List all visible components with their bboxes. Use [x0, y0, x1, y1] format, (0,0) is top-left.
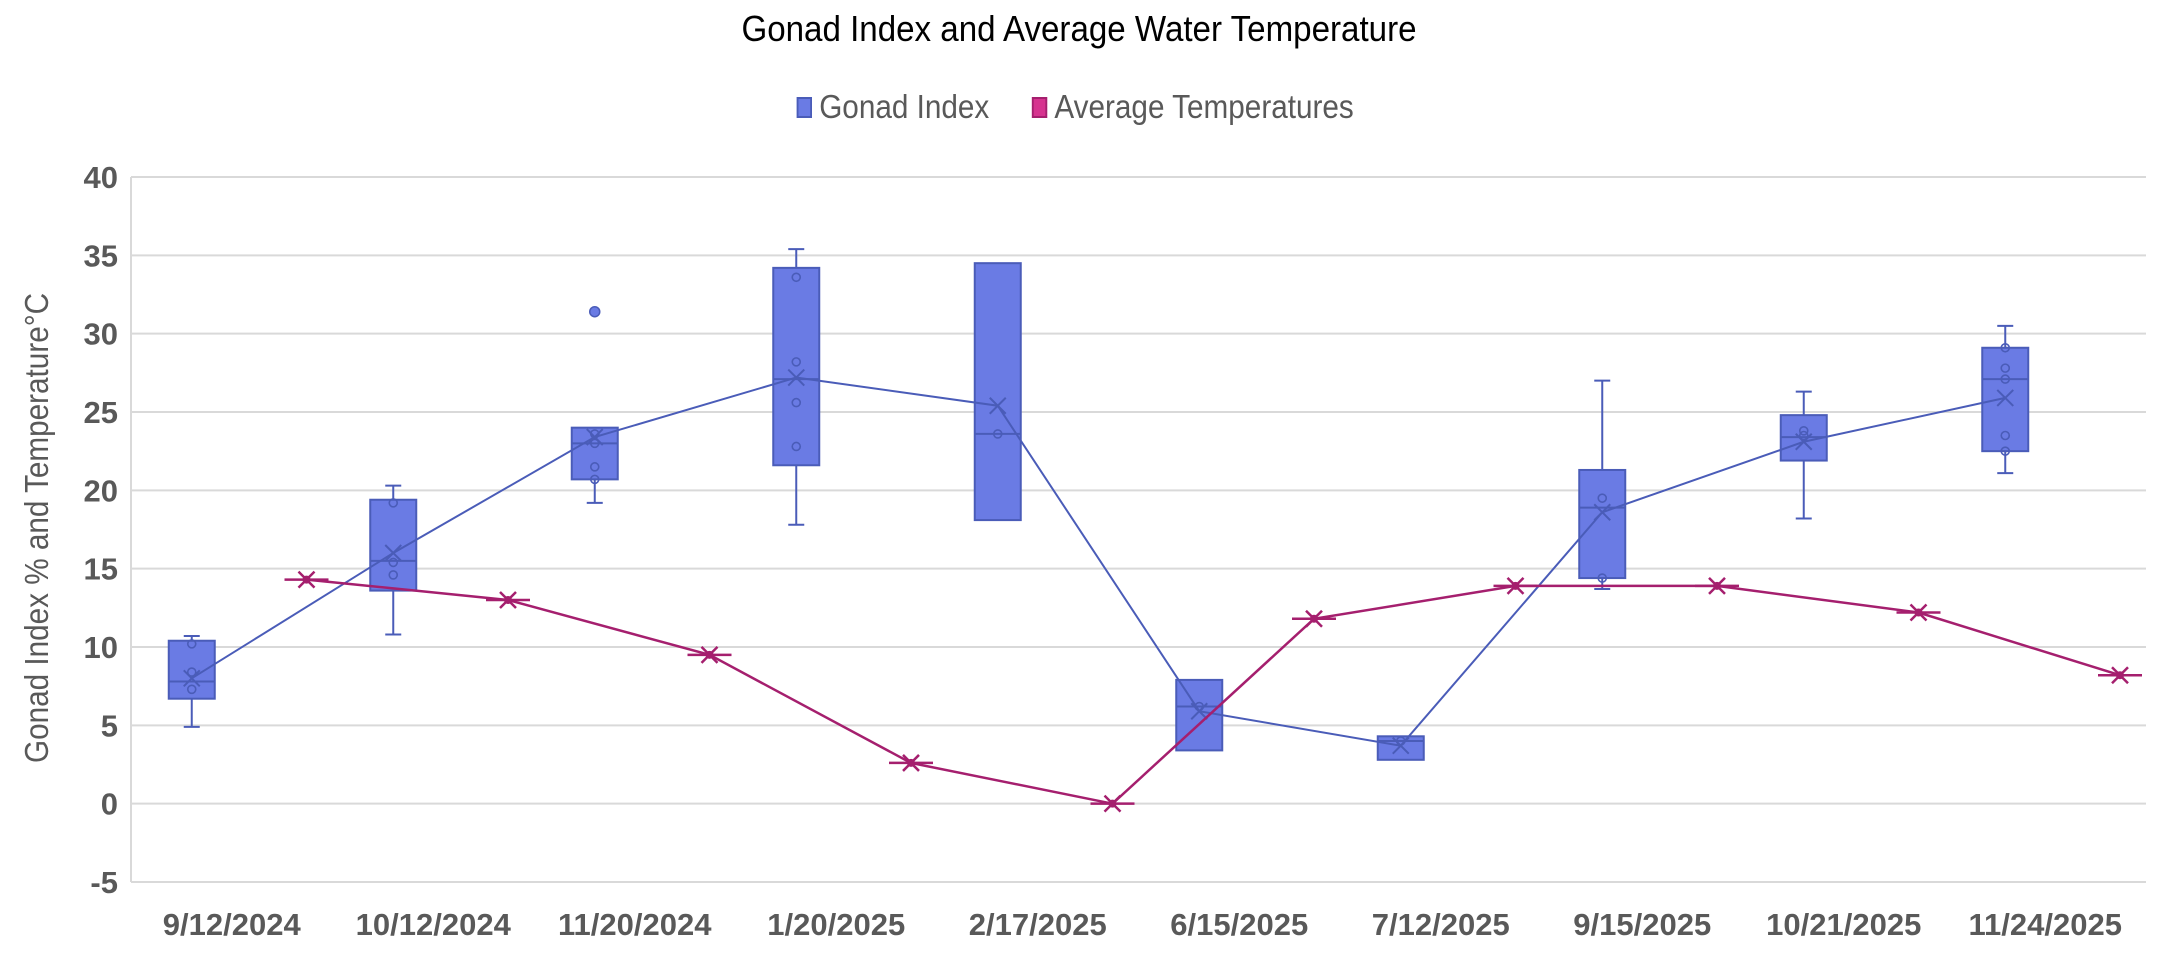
data-point: [589, 474, 600, 485]
box-iqr: [369, 498, 418, 592]
y-tick-label: 0: [101, 787, 118, 822]
outlier-point: [589, 305, 601, 318]
temperature-point[interactable]: [486, 591, 530, 609]
y-axis-title: Gonad Index % and Temperature°C: [19, 293, 56, 763]
data-point: [2000, 342, 2011, 353]
legend-swatch-average-temperatures: [1032, 96, 1048, 118]
chart-title: Gonad Index and Average Water Temperatur…: [741, 8, 1417, 49]
box-plot[interactable]: [1376, 735, 1425, 761]
gridlines: [130, 176, 2146, 883]
x-tick-label: 11/20/2024: [558, 907, 712, 942]
box-plot[interactable]: [1779, 390, 1828, 520]
gonad-index-boxes: [167, 248, 2030, 761]
data-point: [186, 684, 197, 695]
y-tick-label: 10: [84, 630, 118, 665]
temperature-dot: [705, 650, 714, 659]
temperature-series-line: [306, 578, 2121, 806]
y-tick-label: 15: [84, 552, 118, 587]
data-point: [2000, 430, 2011, 441]
box-plot[interactable]: [772, 248, 821, 526]
legend: Gonad Index Average Temperatures: [0, 88, 2158, 126]
box-iqr: [1578, 468, 1627, 580]
data-point: [1798, 430, 1809, 441]
data-point: [1597, 573, 1608, 583]
x-tick-label: 11/24/2025: [1969, 907, 2122, 942]
data-point: [589, 438, 600, 449]
box-iqr: [1376, 735, 1425, 761]
data-point: [791, 272, 802, 283]
legend-label-average-temperatures: Average Temperatures: [1054, 88, 1354, 125]
temperature-dot: [504, 596, 512, 604]
gonad-index-mean-line: [191, 376, 2006, 747]
box-plot[interactable]: [369, 484, 418, 636]
legend-item-gonad-index[interactable]: Gonad Index: [796, 88, 990, 126]
data-point: [2000, 446, 2011, 456]
legend-label-gonad-index: Gonad Index: [819, 88, 990, 125]
temperature-dot: [1108, 799, 1117, 808]
data-point: [2000, 374, 2011, 384]
y-tick-label: 5: [101, 708, 118, 743]
data-point: [1798, 425, 1809, 436]
x-tick-label: 6/15/2025: [1170, 907, 1308, 942]
x-axis-ticks: 9/12/2024 10/12/2024 11/20/2024 1/20/2025 2/…: [163, 907, 2122, 942]
y-axis-ticks: -5 0 5 10 15 20 25 30 35 40: [84, 160, 118, 900]
temperature-dot: [1914, 608, 1923, 617]
x-tick-label: 9/12/2024: [163, 907, 302, 942]
temperature-point[interactable]: [284, 570, 329, 589]
box-plot[interactable]: [570, 305, 619, 504]
data-point: [388, 498, 399, 508]
temperature-dot: [1511, 581, 1520, 590]
legend-item-average-temperatures[interactable]: Average Temperatures: [1032, 88, 1354, 126]
temperature-dot: [302, 575, 311, 584]
data-point: [186, 667, 197, 677]
x-tick-label: 1/20/2025: [767, 907, 905, 942]
temperature-point[interactable]: [1292, 609, 1336, 628]
x-tick-label: 10/12/2024: [356, 907, 512, 942]
x-tick-label: 7/12/2025: [1372, 907, 1510, 942]
box-iqr: [167, 639, 216, 700]
data-point: [1597, 493, 1608, 503]
box-plot[interactable]: [1981, 324, 2030, 475]
mean-connector-line: [191, 376, 2006, 747]
temperature-dot: [2116, 671, 2124, 680]
y-tick-label: 40: [84, 160, 118, 195]
temperature-line: [284, 570, 2142, 813]
box-iqr: [973, 262, 1022, 522]
temperature-point[interactable]: [1090, 794, 1135, 813]
data-point: [388, 557, 399, 568]
data-point: [589, 462, 600, 472]
data-point: [2000, 363, 2011, 373]
box-iqr: [1981, 346, 2030, 453]
box-plot[interactable]: [167, 635, 216, 728]
data-point: [791, 357, 802, 367]
x-tick-label: 10/21/2025: [1766, 907, 1921, 942]
temperature-dot: [907, 758, 915, 767]
data-point: [791, 397, 802, 408]
box-plot[interactable]: [973, 262, 1022, 522]
data-point: [992, 429, 1003, 439]
temperature-dot: [1713, 581, 1721, 590]
temperature-dot: [1310, 614, 1318, 623]
y-tick-label: 30: [84, 317, 118, 352]
legend-swatch-gonad-index: [796, 96, 813, 118]
data-point: [186, 639, 197, 649]
x-tick-label: 2/17/2025: [969, 907, 1107, 942]
y-tick-label: 25: [84, 395, 118, 430]
temperature-point[interactable]: [1493, 577, 1538, 595]
temperature-point[interactable]: [1896, 603, 1941, 622]
temperature-point[interactable]: [2098, 666, 2142, 685]
data-point: [388, 570, 399, 580]
temperature-point[interactable]: [1695, 577, 1739, 595]
y-tick-label: -5: [90, 865, 118, 900]
temperature-point[interactable]: [889, 754, 933, 772]
y-tick-label: 35: [84, 238, 118, 273]
x-tick-label: 9/15/2025: [1573, 907, 1711, 942]
box-plot[interactable]: [1578, 379, 1627, 591]
data-point: [791, 441, 802, 452]
temperature-point[interactable]: [687, 645, 732, 664]
y-tick-label: 20: [84, 473, 118, 508]
